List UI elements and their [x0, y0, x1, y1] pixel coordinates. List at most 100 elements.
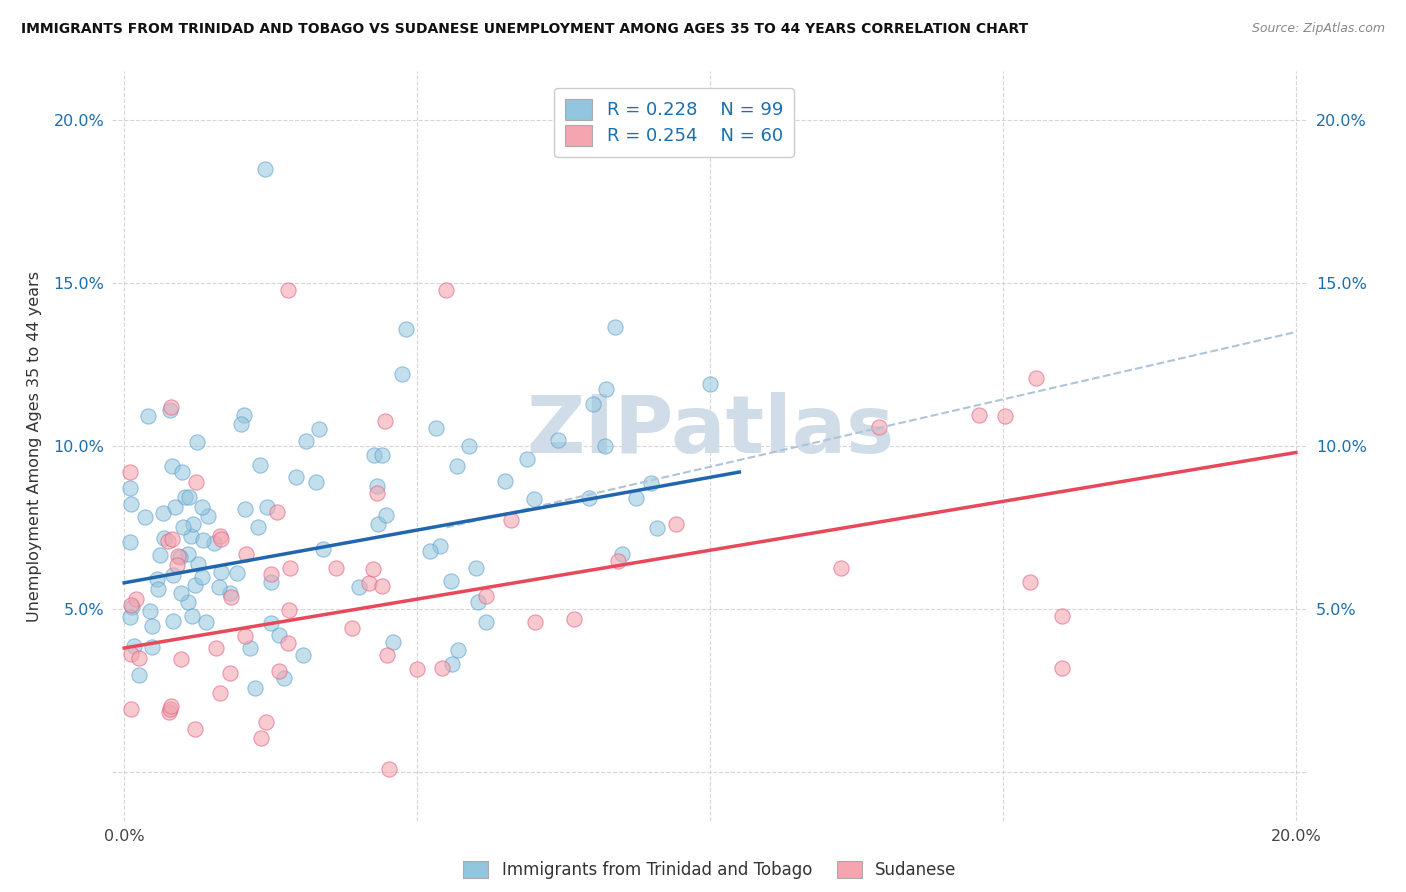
- Point: [208, 529, 231, 543]
- Point: [419, 544, 441, 558]
- Legend: Immigrants from Trinidad and Tobago, Sudanese: Immigrants from Trinidad and Tobago, Sud…: [456, 853, 965, 888]
- Y-axis label: Unemployment Among Ages 35 to 44 years: Unemployment Among Ages 35 to 44 years: [27, 270, 42, 622]
- Point: [501, 513, 523, 527]
- Point: [547, 434, 569, 448]
- Point: [440, 574, 463, 588]
- Point: [219, 591, 242, 605]
- Point: [868, 420, 890, 434]
- Point: [249, 458, 271, 472]
- Point: [277, 603, 299, 617]
- Point: [267, 628, 290, 642]
- Point: [157, 705, 180, 719]
- Point: [194, 615, 217, 629]
- Point: [209, 533, 232, 547]
- Point: [347, 580, 370, 594]
- Point: [176, 547, 198, 561]
- Point: [208, 581, 231, 595]
- Point: [160, 458, 183, 473]
- Point: [120, 535, 141, 549]
- Point: [184, 722, 207, 736]
- Point: [226, 566, 249, 580]
- Point: [374, 414, 396, 428]
- Point: [149, 548, 172, 562]
- Point: [219, 585, 242, 599]
- Point: [475, 615, 498, 629]
- Point: [181, 517, 204, 532]
- Point: [446, 458, 468, 473]
- Point: [121, 599, 143, 614]
- Point: [159, 400, 181, 414]
- Point: [229, 417, 252, 432]
- Point: [1050, 660, 1073, 674]
- Point: [148, 582, 170, 597]
- Point: [170, 586, 193, 600]
- Point: [593, 439, 616, 453]
- Point: [425, 421, 447, 435]
- Point: [294, 434, 316, 448]
- Point: [134, 509, 156, 524]
- Point: [256, 500, 278, 514]
- Point: [375, 508, 398, 523]
- Point: [361, 562, 384, 576]
- Point: [612, 547, 634, 561]
- Point: [169, 549, 191, 564]
- Point: [180, 608, 202, 623]
- Point: [1018, 574, 1040, 589]
- Point: [167, 549, 190, 563]
- Point: [340, 621, 363, 635]
- Point: [209, 565, 232, 579]
- Point: [159, 702, 181, 716]
- Point: [163, 500, 186, 514]
- Point: [172, 520, 194, 534]
- Point: [141, 619, 163, 633]
- Point: [436, 283, 458, 297]
- Point: [170, 465, 193, 479]
- Point: [1025, 370, 1047, 384]
- Point: [233, 409, 256, 423]
- Point: [254, 714, 277, 729]
- Point: [278, 561, 301, 575]
- Point: [124, 639, 146, 653]
- Point: [184, 578, 207, 592]
- Point: [266, 504, 288, 518]
- Point: [125, 592, 148, 607]
- Point: [359, 576, 381, 591]
- Point: [371, 448, 394, 462]
- Point: [367, 516, 389, 531]
- Point: [395, 322, 418, 336]
- Point: [138, 604, 160, 618]
- Point: [371, 579, 394, 593]
- Point: [375, 648, 398, 663]
- Point: [259, 574, 281, 589]
- Text: Source: ZipAtlas.com: Source: ZipAtlas.com: [1251, 22, 1385, 36]
- Point: [249, 731, 271, 745]
- Point: [253, 162, 276, 177]
- Point: [366, 479, 388, 493]
- Text: IMMIGRANTS FROM TRINIDAD AND TOBAGO VS SUDANESE UNEMPLOYMENT AMONG AGES 35 TO 44: IMMIGRANTS FROM TRINIDAD AND TOBAGO VS S…: [21, 22, 1028, 37]
- Point: [247, 520, 270, 534]
- Point: [665, 516, 688, 531]
- Point: [291, 648, 314, 663]
- Point: [595, 382, 617, 396]
- Point: [166, 558, 188, 573]
- Point: [464, 561, 486, 575]
- Point: [162, 568, 184, 582]
- Point: [146, 572, 169, 586]
- Point: [967, 408, 990, 422]
- Point: [128, 651, 150, 665]
- Point: [284, 470, 307, 484]
- Point: [120, 481, 141, 495]
- Point: [277, 636, 299, 650]
- Point: [441, 657, 464, 672]
- Point: [406, 662, 429, 676]
- Text: ZIPatlas: ZIPatlas: [526, 392, 894, 470]
- Point: [308, 422, 330, 436]
- Point: [186, 557, 208, 571]
- Point: [208, 685, 231, 699]
- Point: [260, 615, 283, 630]
- Point: [429, 539, 451, 553]
- Point: [177, 595, 200, 609]
- Point: [233, 502, 256, 516]
- Point: [830, 561, 852, 575]
- Point: [582, 397, 605, 411]
